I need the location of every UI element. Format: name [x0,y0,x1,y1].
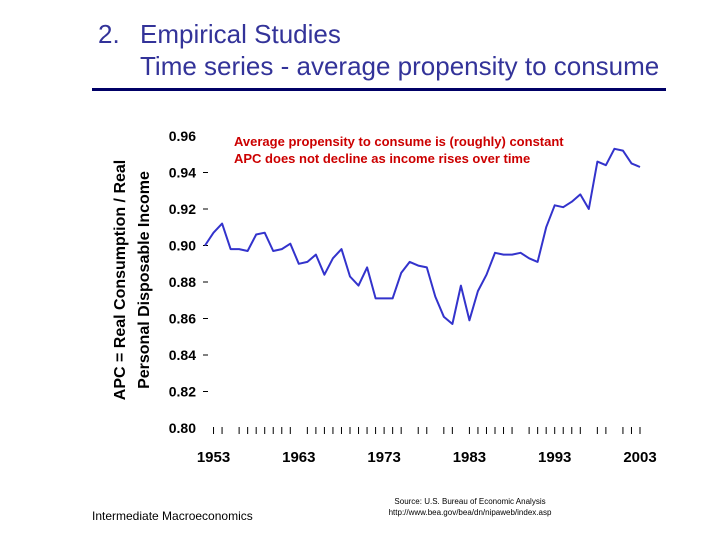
chart-annotation: Average propensity to consume is (roughl… [234,133,564,167]
y-axis-label-line-2: Personal Disposable Income [136,171,153,389]
annotation-line-1: Average propensity to consume is (roughl… [234,134,564,149]
annotation-line-2: APC does not decline as income rises ove… [234,151,531,166]
x-tick-label: 1983 [453,449,486,466]
subheading: Time series - average propensity to cons… [140,51,660,81]
y-tick-label: 0.80 [169,420,196,436]
slide-title: 2. Empirical Studies Time series - averag… [98,18,659,82]
y-axis-label-line-1: APC = Real Consumption / Real [112,160,129,400]
section-number: 2. [98,19,120,49]
x-tick-label: 2003 [623,449,656,466]
heading: Empirical Studies [140,19,341,49]
y-tick-label: 0.84 [169,347,196,363]
y-axis-title: APC = Real Consumption / Real Personal D… [112,160,153,400]
title-line-1: 2. Empirical Studies [98,18,659,50]
source-note: Source: U.S. Bureau of Economic Analysis… [345,496,595,518]
source-line-2: http://www.bea.gov/bea/dn/nipaweb/index.… [388,508,552,517]
y-axis: 0.96 0.94 0.92 0.90 0.88 0.86 0.84 0.82 0.80 [169,128,208,436]
y-tick-label: 0.94 [169,165,196,181]
series-group [204,147,641,325]
source-line-1: Source: U.S. Bureau of Economic Analysis [394,497,546,506]
x-tick-label: 1993 [538,449,571,466]
apc-series-line [204,147,641,325]
y-tick-label: 0.82 [169,384,196,400]
course-footer: Intermediate Macroeconomics [92,509,253,523]
x-axis: 1953 1963 1973 1983 1993 2003 [197,427,657,466]
y-tick-label: 0.86 [169,311,196,327]
y-tick-label: 0.88 [169,274,196,290]
x-tick-label: 1973 [367,449,400,466]
x-tick-label: 1963 [282,449,315,466]
y-tick-label: 0.92 [169,201,196,217]
y-tick-label: 0.96 [169,128,196,144]
x-tick-label: 1953 [197,449,230,466]
y-tick-label: 0.90 [169,238,196,254]
title-divider [92,88,666,91]
